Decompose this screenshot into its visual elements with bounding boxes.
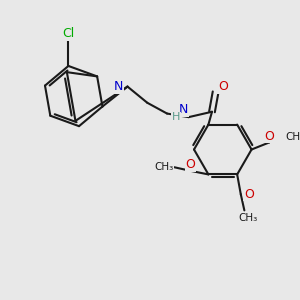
Text: CH₃: CH₃ (155, 162, 174, 172)
Text: O: O (218, 80, 228, 93)
Text: N: N (178, 103, 188, 116)
Text: CH₃: CH₃ (238, 214, 258, 224)
Text: H: H (172, 112, 180, 122)
Text: Cl: Cl (62, 27, 74, 40)
Text: O: O (185, 158, 195, 171)
Text: N: N (114, 80, 123, 93)
Text: CH₃: CH₃ (285, 132, 300, 142)
Text: O: O (244, 188, 254, 201)
Text: O: O (265, 130, 275, 142)
